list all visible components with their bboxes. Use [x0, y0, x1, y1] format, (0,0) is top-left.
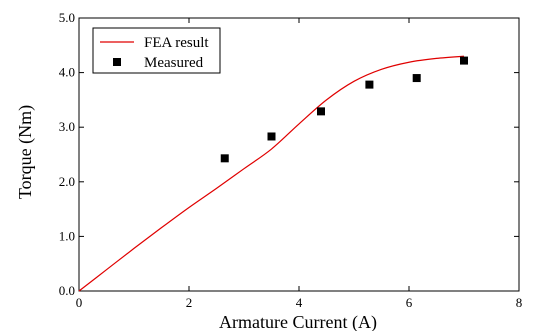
legend: FEA result Measured	[92, 27, 221, 74]
x-tick-label: 8	[516, 295, 523, 310]
measured-point	[412, 74, 421, 83]
x-axis-title: Armature Current (A)	[219, 312, 377, 331]
measured-point	[460, 56, 468, 65]
y-tick-label: 2.0	[59, 174, 75, 189]
y-tick-label: 3.0	[59, 119, 75, 134]
measured-point	[317, 107, 325, 116]
y-tick-label: 4.0	[59, 65, 75, 80]
y-tick-label: 1.0	[59, 228, 75, 243]
measured-point	[365, 80, 374, 89]
y-tick-label: 5.0	[59, 10, 75, 25]
y-tick-label: 0.0	[59, 283, 75, 298]
fea-result-line	[78, 55, 465, 292]
measured-point	[220, 154, 229, 163]
x-tick-label: 0	[76, 295, 83, 310]
y-axis-ticks: 0.0 1.0 2.0 3.0 4.0 5.0	[59, 10, 519, 298]
x-tick-label: 2	[186, 295, 193, 310]
legend-measured-swatch	[113, 58, 121, 66]
legend-measured-label: Measured	[144, 55, 204, 71]
measured-series-layer	[220, 56, 468, 163]
x-tick-label: 4	[296, 295, 303, 310]
x-tick-label: 6	[406, 295, 413, 310]
fea-series-layer	[78, 55, 465, 292]
measured-point	[267, 132, 276, 141]
x-axis-ticks: 0 2 4 6 8	[76, 18, 523, 310]
legend-fea-label: FEA result	[144, 35, 209, 51]
y-axis-title: Torque (Nm)	[15, 105, 36, 199]
